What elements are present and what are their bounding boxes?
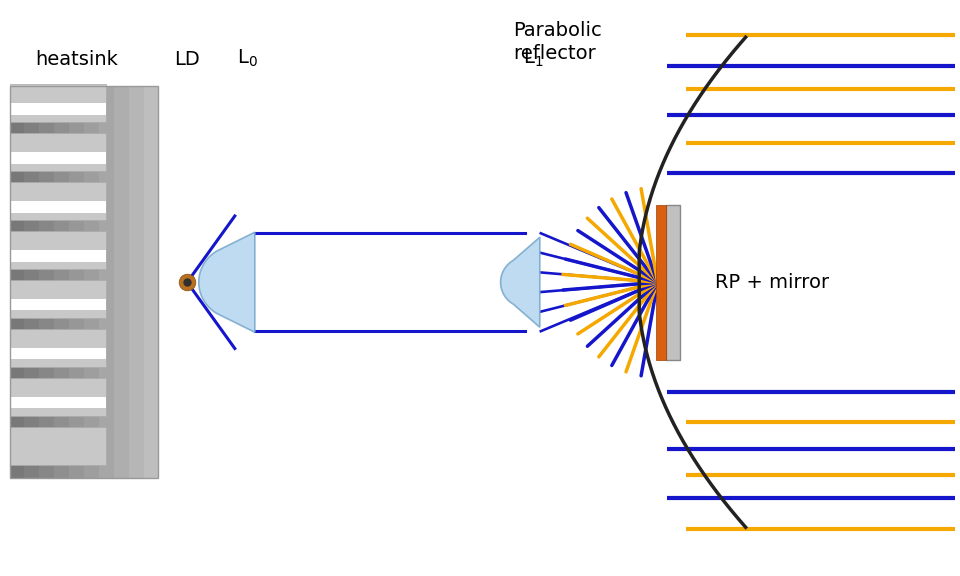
Bar [10,182,107,220]
Bar [656,204,665,360]
Bar [10,299,107,310]
Bar [129,86,144,478]
Bar [144,86,158,478]
Bar [54,86,69,478]
Bar [10,280,107,318]
Bar [10,329,107,367]
Bar [10,86,136,478]
Bar [10,378,107,416]
Polygon shape [199,232,254,332]
Bar [665,204,680,360]
Text: Parabolic
reflector: Parabolic reflector [514,21,602,63]
Bar [10,86,158,478]
Bar [69,86,84,478]
Bar [114,86,129,478]
Bar [10,250,107,262]
Bar [10,84,107,122]
Text: L$_0$: L$_0$ [237,48,258,69]
Bar [10,103,107,115]
Bar [39,86,54,478]
Bar [10,201,107,213]
Text: L$_1$: L$_1$ [522,48,543,69]
Bar [84,86,99,478]
Text: RP + mirror: RP + mirror [715,273,829,291]
Bar [10,427,107,465]
Bar [99,86,113,478]
Bar [10,397,107,408]
Bar [10,152,107,164]
Bar [10,231,107,269]
Bar [10,86,25,478]
Bar [10,86,158,478]
Text: LD: LD [175,50,200,69]
Text: heatsink: heatsink [36,50,118,69]
Bar [10,133,107,171]
Bar [10,348,107,359]
Bar [25,86,39,478]
Polygon shape [500,237,540,327]
